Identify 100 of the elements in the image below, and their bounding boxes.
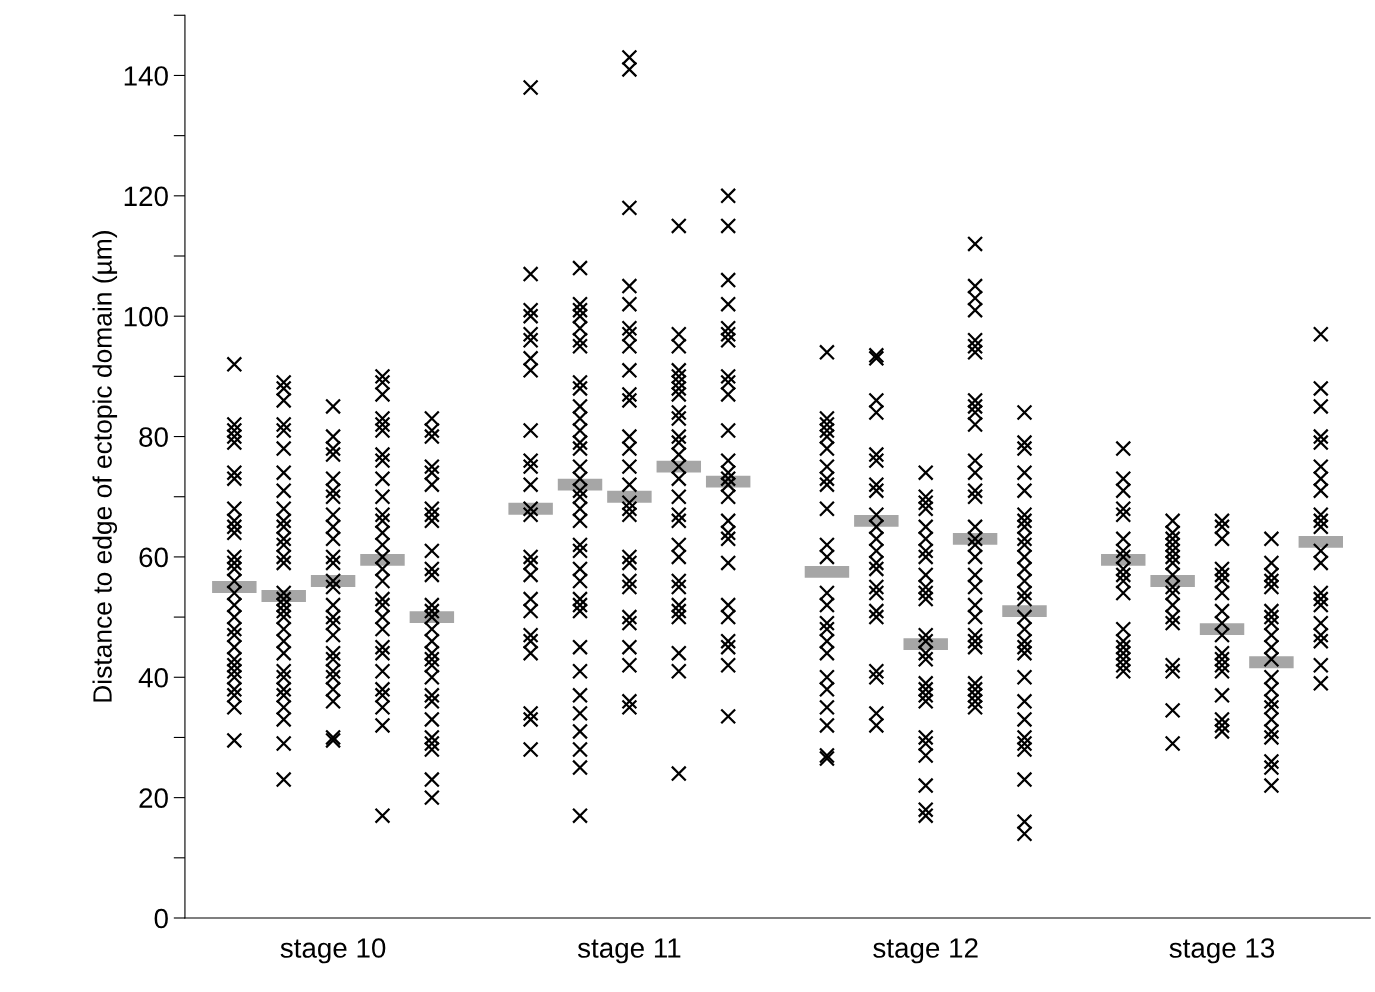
point [621,657,638,674]
point [571,741,589,758]
point [720,470,737,487]
point [1263,578,1280,596]
point [571,380,589,397]
point [1016,633,1033,650]
point [374,524,391,541]
point [967,687,984,704]
point [374,374,391,391]
point [522,711,539,728]
point [720,639,737,656]
point [1115,633,1132,650]
point [374,512,391,529]
point [571,807,589,824]
point [374,422,391,439]
point [868,554,885,571]
point [967,699,984,716]
point [374,645,391,662]
point [917,530,934,547]
point [967,609,984,626]
point [1016,440,1033,457]
point [1016,536,1033,553]
point [1016,572,1033,590]
point [967,681,984,698]
point [275,603,292,620]
point [1213,584,1231,602]
point [325,554,342,571]
point [1016,741,1033,758]
point [226,500,243,517]
point [522,590,539,608]
point [1164,584,1181,602]
point [1016,735,1033,752]
point [720,217,737,234]
point [374,506,391,523]
point [1164,566,1181,584]
point [868,452,885,469]
point [226,512,243,529]
point [325,615,342,632]
point [1263,711,1280,728]
point [226,639,243,656]
point [325,440,342,457]
point [967,639,984,656]
point [868,669,885,686]
point [275,633,292,650]
point [571,302,589,319]
point [720,296,737,313]
point [720,488,737,505]
point [1312,615,1329,632]
point [1312,657,1329,674]
point [1016,512,1033,529]
point [818,681,835,698]
point [571,422,589,439]
point [967,693,984,710]
point [226,681,243,698]
point [917,675,934,692]
x-tick-label: stage 11 [577,938,681,964]
point [720,368,737,385]
point [374,548,391,565]
point [423,603,440,620]
point [522,633,539,650]
point [1263,759,1280,776]
point [1312,584,1329,602]
point [1312,675,1329,692]
point [275,482,292,499]
point [1164,536,1181,553]
point [967,398,984,415]
point [275,735,292,752]
point [275,597,292,614]
point [917,578,934,596]
point [522,422,539,439]
point [325,693,342,710]
point [967,530,984,547]
point [1263,572,1280,590]
point [374,609,391,626]
point [1115,572,1132,590]
point [226,554,243,571]
point [1016,482,1033,499]
point [423,711,440,728]
point [275,771,292,788]
point [818,428,835,445]
point [1164,512,1181,529]
point [423,645,440,662]
point [374,621,391,638]
point [423,771,440,788]
point [226,732,243,749]
point [226,470,243,487]
point [868,446,885,463]
point [917,681,934,698]
point [522,554,539,571]
point [275,609,292,626]
point [1312,434,1329,451]
point [868,578,885,596]
point [374,536,391,553]
point [226,560,243,577]
point [1115,470,1132,487]
point [720,326,737,343]
point [818,536,835,553]
point [818,476,835,493]
point [374,410,391,427]
point [621,338,638,355]
